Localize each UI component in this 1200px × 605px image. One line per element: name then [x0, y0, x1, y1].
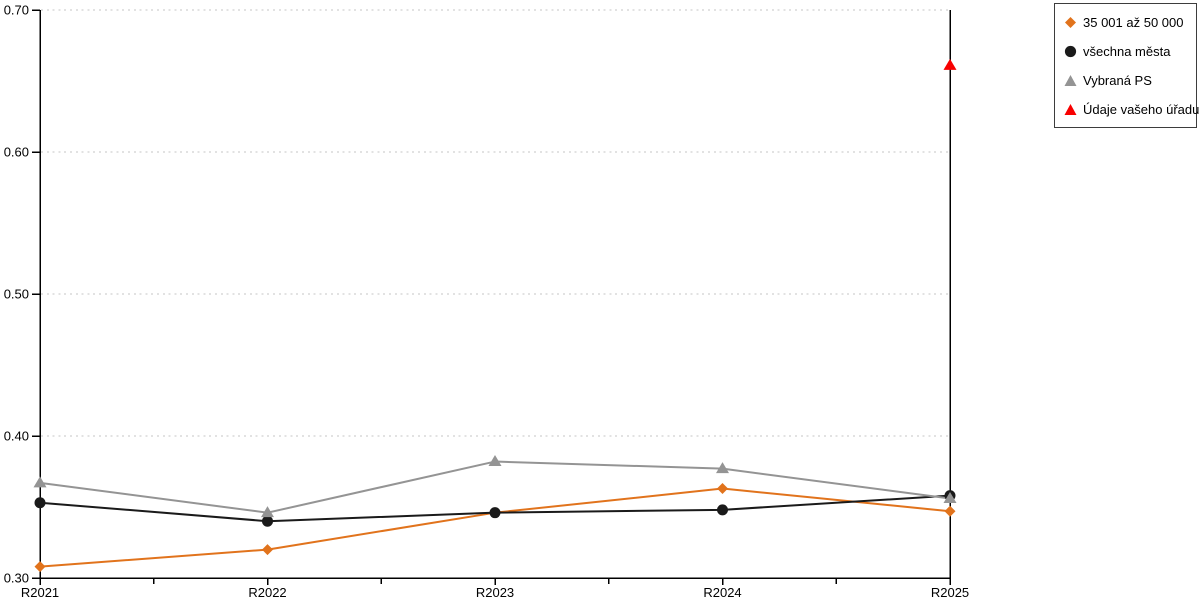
x-tick-label: R2025 [931, 585, 969, 600]
series-marker-triangle [943, 58, 957, 70]
series-marker-diamond [717, 483, 728, 495]
series-marker-diamond [944, 505, 956, 517]
legend-item: 35 001 až 50 000 [1063, 8, 1196, 37]
x-tick-label: R2023 [476, 585, 514, 600]
y-tick-label: 0.40 [4, 429, 29, 444]
series-marker-triangle [488, 455, 502, 467]
y-tick-label: 0.30 [4, 571, 29, 586]
legend-label: všechna města [1083, 44, 1171, 59]
series-marker-circle [489, 507, 501, 519]
y-tick-label: 0.70 [4, 3, 29, 18]
series-marker-triangle [716, 462, 729, 474]
series-marker-diamond [262, 544, 273, 556]
legend-item: Údaje vašeho úřadu [1063, 95, 1200, 124]
series-marker-circle [262, 515, 273, 527]
series-marker-triangle [943, 491, 957, 503]
x-tick-label: R2024 [703, 585, 741, 600]
legend-item: Vybraná PS [1063, 66, 1196, 95]
series-marker-triangle [33, 476, 47, 488]
legend-marker-circle-icon [1063, 44, 1078, 59]
y-tick-label: 0.50 [4, 287, 29, 302]
x-tick-label: R2022 [248, 585, 286, 600]
series-marker-circle [34, 497, 46, 509]
series-marker-triangle [261, 506, 274, 518]
y-tick-label: 0.60 [4, 145, 29, 160]
legend-label: Údaje vašeho úřadu [1083, 102, 1200, 117]
x-tick-label: R2021 [21, 585, 59, 600]
series-marker-diamond [34, 561, 46, 573]
legend-label: Vybraná PS [1083, 73, 1152, 88]
legend-label: 35 001 až 50 000 [1083, 15, 1184, 30]
legend-marker-diamond-icon [1063, 15, 1078, 30]
legend-marker-triangle-icon [1063, 102, 1078, 117]
legend-item: všechna města [1063, 37, 1196, 66]
series-marker-circle [717, 504, 728, 516]
legend-marker-triangle-icon [1063, 73, 1078, 88]
chart-legend: 35 001 až 50 000 všechna města Vybraná PS Ú… [1054, 3, 1200, 128]
